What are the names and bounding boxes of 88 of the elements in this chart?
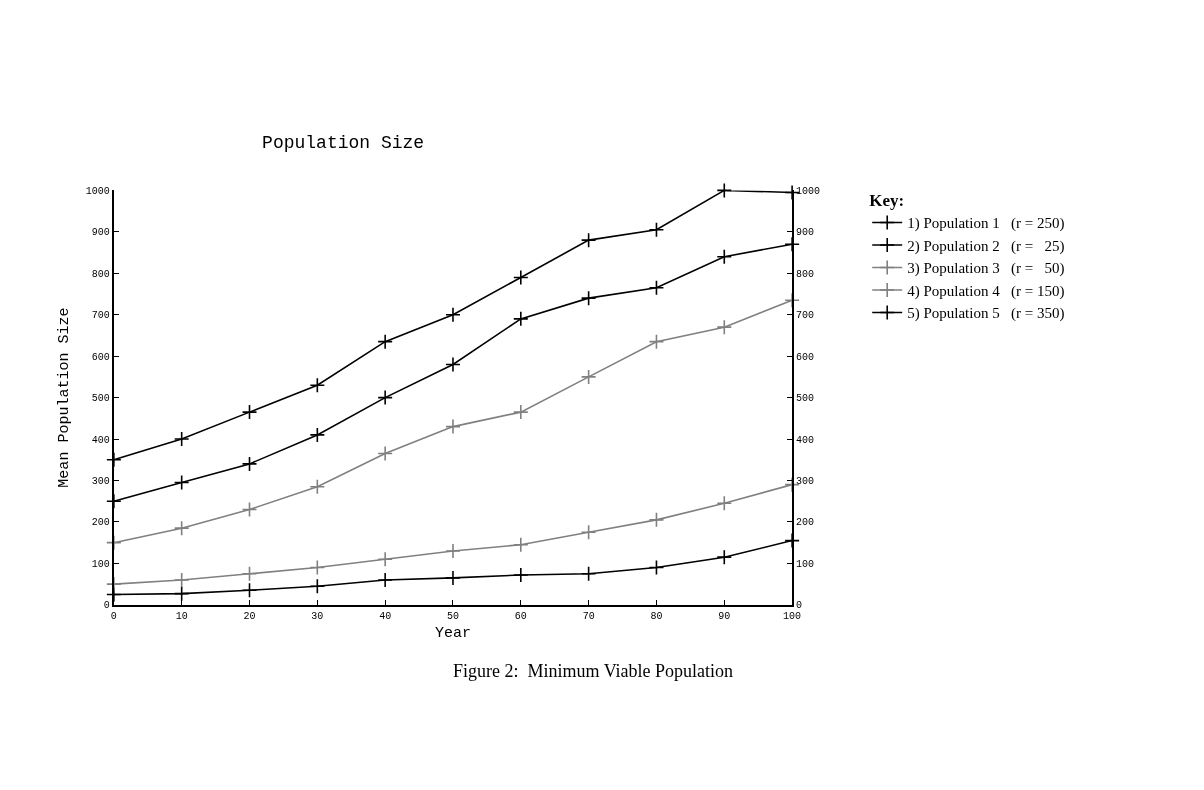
y2-tick-label: 600 [796,351,815,363]
point [173,572,190,588]
point [513,269,529,286]
x-tick-label: 60 [514,610,527,622]
y2-tick-label: 900 [796,227,815,239]
legend-label: 1) Population 1 (r = 250) [907,215,1065,233]
point [648,512,665,528]
point [716,319,733,335]
y-tick-label: 700 [91,310,110,322]
legend-label: 3) Population 3 (r = 50) [907,260,1065,278]
point [377,333,393,350]
point [445,570,461,586]
point [309,377,326,393]
y2-tick-label: 400 [796,434,815,446]
y2-tick-label: 700 [796,310,815,322]
point [580,369,597,385]
point [580,524,597,541]
point [377,572,393,588]
point [580,232,597,248]
y-tick-label: 0 [103,600,110,612]
point [241,565,258,582]
caption: Figure 2: Minimum Viable Population [453,661,734,681]
point [241,501,258,518]
point [513,404,529,420]
point [377,445,393,462]
point [513,311,529,327]
y-tick-label: 300 [91,476,110,487]
y2-tick-label: 200 [796,517,815,529]
legend-label: 4) Population 4 (r = 150) [907,282,1065,300]
y-tick-label: 400 [91,434,110,446]
y-tick-label: 100 [91,558,110,570]
y-tick-label: 1000 [85,185,110,197]
point [580,565,597,582]
point [445,306,461,323]
legend-title: Key: [869,191,905,211]
point [173,520,190,536]
legend-label: 5) Population 5 (r = 350) [907,305,1065,323]
x-tick-label: 30 [311,610,324,622]
x-tick-label: 20 [243,610,256,622]
y-tick-label: 200 [91,517,110,529]
point [241,404,258,420]
y-tick-label: 600 [91,351,110,363]
y2-tick-label: 100 [796,558,815,570]
x-tick-label: 50 [446,610,459,622]
point [513,536,529,553]
y-tick-label: 900 [91,227,110,239]
point [173,431,190,447]
point [716,248,733,265]
point [309,578,326,594]
point [716,495,733,512]
x-tick-label: 40 [379,610,392,622]
point [580,290,597,306]
point [309,478,326,495]
y2-tick-label: 1000 [796,185,821,197]
point [377,389,393,406]
point [445,543,461,559]
x-tick-label: 70 [582,610,595,622]
point [309,427,326,443]
x-tick-label: 100 [783,610,802,622]
y2-tick-label: 500 [796,393,815,405]
x-axis-title: Year [434,625,471,643]
y2-tick-label: 300 [796,476,815,487]
point [377,551,393,568]
point [241,456,258,472]
point [173,474,190,491]
point [648,279,665,296]
y-axis-title: Mean Population Size [55,307,73,488]
point [648,333,665,350]
point [716,549,733,565]
y2-tick-label: 0 [796,600,803,612]
point [648,221,665,238]
point [106,534,122,551]
point [784,532,800,549]
x-tick-label: 90 [718,610,731,622]
chart-title: Population Size [262,133,425,154]
point [445,356,461,373]
legend-label: 2) Population 2 (r = 25) [907,237,1065,255]
point [513,567,529,583]
x-tick-label: 80 [650,610,663,622]
y2-tick-label: 800 [796,268,815,280]
point [309,559,326,576]
point [445,418,461,435]
x-tick-label: 10 [175,610,188,622]
point [716,182,733,199]
point [173,585,190,602]
y-tick-label: 800 [91,268,110,280]
y-tick-label: 500 [91,393,110,405]
point [648,559,665,576]
